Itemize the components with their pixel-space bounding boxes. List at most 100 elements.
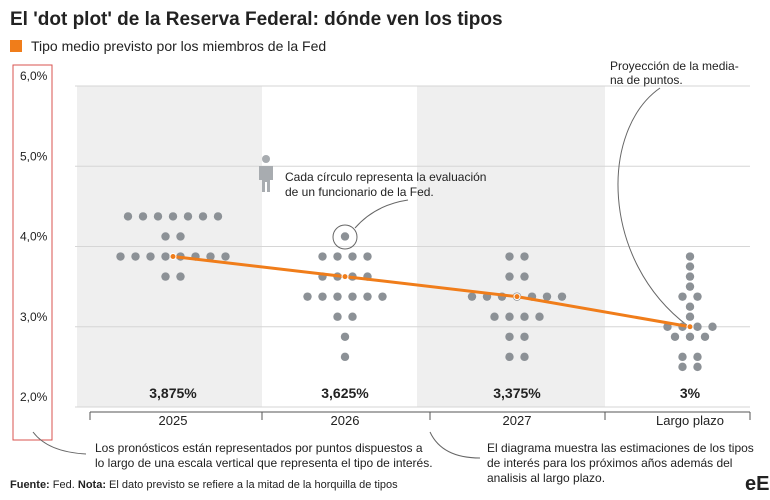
- dot: [340, 352, 350, 362]
- annotation: Cada círculo representa la evaluación: [285, 170, 486, 184]
- x-tick-label: 2025: [159, 413, 188, 428]
- median-point: [169, 253, 177, 261]
- dot: [213, 212, 223, 221]
- median-label: 3,875%: [149, 385, 197, 401]
- dot: [168, 212, 178, 221]
- dot: [693, 362, 702, 372]
- annotation: Proyección de la media-: [610, 59, 739, 73]
- dot: [138, 212, 148, 221]
- dot: [685, 302, 695, 311]
- dot: [505, 352, 514, 362]
- dot: [685, 262, 695, 271]
- dot: [520, 272, 529, 281]
- annotation: El diagrama muestra las estimaciones de …: [487, 441, 754, 455]
- median-point: [513, 293, 521, 301]
- annotation: Los pronósticos están representados por …: [95, 441, 423, 455]
- median-point: [341, 273, 349, 281]
- dot: [161, 252, 170, 261]
- y-tick-label: 3,0%: [20, 310, 48, 324]
- scale-highlight: [12, 64, 53, 441]
- dot: [678, 292, 687, 301]
- dot: [116, 252, 125, 261]
- annotation: de interés para los próximos años además…: [487, 456, 732, 470]
- y-tick-label: 5,0%: [20, 149, 48, 163]
- annotation: de un funcionario de la Fed.: [285, 185, 434, 199]
- median-line: [172, 255, 691, 329]
- dot: [303, 292, 312, 301]
- dot: [685, 252, 695, 261]
- median-label: 3%: [680, 385, 701, 401]
- dot: [693, 322, 702, 331]
- leader: [32, 431, 87, 455]
- dot: [348, 252, 357, 261]
- dot: [198, 212, 208, 221]
- logo: eE: [745, 473, 769, 495]
- y-tick-label: 4,0%: [20, 230, 48, 244]
- dot: [670, 332, 680, 341]
- dot: [685, 272, 695, 281]
- dot: [318, 292, 327, 301]
- dot: [505, 272, 514, 281]
- dot: [333, 292, 342, 301]
- dot: [505, 252, 514, 261]
- dot: [520, 312, 529, 321]
- legend-swatch: [10, 40, 22, 52]
- dot: [693, 292, 702, 301]
- dot: [678, 362, 687, 372]
- median-label: 3,375%: [493, 385, 541, 401]
- dot: [348, 292, 357, 301]
- dot: [206, 252, 215, 261]
- y-tick-label: 6,0%: [20, 69, 48, 83]
- median-label: 3,625%: [321, 385, 369, 401]
- dot: [333, 252, 342, 261]
- highlight-circle: [332, 224, 358, 250]
- dot: [505, 312, 514, 321]
- dot: [520, 352, 529, 362]
- dot: [520, 332, 529, 341]
- dot: [685, 282, 695, 291]
- dot: [685, 312, 695, 321]
- leader: [429, 431, 481, 459]
- dot: [535, 312, 544, 321]
- dot: [131, 252, 140, 261]
- chart-title: El 'dot plot' de la Reserva Federal: dón…: [10, 9, 503, 30]
- footer: Fuente: Fed. Nota: El dato previsto se r…: [10, 479, 398, 491]
- dot: [490, 312, 499, 321]
- y-tick-label: 2,0%: [20, 390, 48, 404]
- dot: [161, 232, 170, 241]
- dot: [123, 212, 133, 221]
- source: Fed.: [53, 479, 75, 491]
- dot: [685, 332, 695, 341]
- dot: [542, 292, 552, 301]
- dot: [340, 232, 350, 241]
- dot: [333, 312, 342, 321]
- dot: [505, 332, 514, 341]
- dot: [183, 212, 193, 221]
- annotation: na de puntos.: [610, 73, 683, 87]
- dot: [176, 272, 185, 281]
- x-tick-label: 2026: [331, 413, 360, 428]
- dot: [348, 312, 357, 321]
- annotation: lo largo de una escala vertical que repr…: [95, 456, 433, 470]
- note: El dato previsto se refiere a la mitad d…: [109, 479, 398, 491]
- source-label: Fuente:: [10, 479, 50, 491]
- dot: [318, 252, 327, 261]
- dot: [378, 292, 387, 301]
- dot: [161, 272, 170, 281]
- dot: [363, 252, 372, 261]
- dot: [693, 352, 702, 362]
- leader: [354, 199, 409, 229]
- x-tick-label: 2027: [503, 413, 532, 428]
- annotation: analisis al largo plazo.: [487, 471, 605, 485]
- x-tick-label: Largo plazo: [656, 413, 724, 428]
- median-point: [686, 323, 694, 331]
- dot: [221, 252, 230, 261]
- dot: [708, 322, 717, 331]
- leader: [617, 87, 689, 327]
- dot: [678, 352, 687, 362]
- dot: [153, 212, 163, 221]
- dot: [340, 332, 350, 341]
- dot: [700, 332, 710, 341]
